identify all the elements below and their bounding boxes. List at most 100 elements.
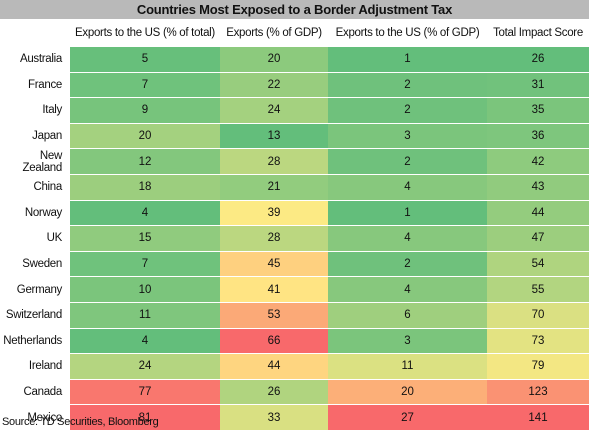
heat-cell: 24 bbox=[70, 353, 220, 380]
header-row: Exports to the US (% of total) Exports (… bbox=[0, 19, 589, 47]
country-label: Italy bbox=[0, 97, 70, 124]
heat-cell: 11 bbox=[70, 301, 220, 329]
heat-cell: 39 bbox=[220, 199, 328, 227]
heat-cell: 4 bbox=[328, 276, 487, 303]
table-row: Canada 77 26 20 123 bbox=[0, 378, 589, 406]
heat-cell: 20 bbox=[220, 46, 328, 73]
heat-cell: 1 bbox=[328, 46, 487, 73]
heat-cell: 77 bbox=[70, 378, 220, 406]
source-note: Source: TD Securities, Bloomberg bbox=[2, 416, 159, 428]
heat-cell: 6 bbox=[328, 301, 487, 329]
heat-cell: 28 bbox=[220, 225, 328, 252]
country-label: Norway bbox=[0, 200, 70, 226]
heat-cell: 33 bbox=[220, 404, 328, 431]
country-label: Netherlands bbox=[0, 328, 70, 354]
heat-cell: 70 bbox=[487, 301, 589, 329]
heat-cell: 141 bbox=[487, 404, 589, 431]
table-row: Italy 9 24 2 35 bbox=[0, 97, 589, 124]
column-header: Total Impact Score bbox=[487, 19, 589, 47]
heat-cell: 4 bbox=[328, 173, 487, 201]
heat-cell: 26 bbox=[220, 378, 328, 406]
country-label: Germany bbox=[0, 276, 70, 303]
table-row: Sweden 7 45 2 54 bbox=[0, 250, 589, 278]
heat-cell: 10 bbox=[70, 276, 220, 303]
heat-cell: 3 bbox=[328, 327, 487, 355]
heat-cell: 2 bbox=[328, 250, 487, 278]
heat-cell: 53 bbox=[220, 301, 328, 329]
heat-cell: 4 bbox=[328, 225, 487, 252]
heat-cell: 9 bbox=[70, 97, 220, 124]
heat-cell: 54 bbox=[487, 250, 589, 278]
heat-cell: 35 bbox=[487, 97, 589, 124]
heat-cell: 20 bbox=[70, 122, 220, 150]
table-title: Countries Most Exposed to a Border Adjus… bbox=[0, 0, 589, 19]
heat-cell: 2 bbox=[328, 97, 487, 124]
heat-cell: 22 bbox=[220, 71, 328, 99]
country-label: France bbox=[0, 72, 70, 98]
table-row: Germany 10 41 4 55 bbox=[0, 276, 589, 303]
heat-cell: 5 bbox=[70, 46, 220, 73]
country-label: Mexico bbox=[0, 404, 70, 431]
row-label-header bbox=[0, 19, 70, 47]
heat-cell: 31 bbox=[487, 71, 589, 99]
heat-cell: 26 bbox=[487, 46, 589, 73]
country-label: Sweden bbox=[0, 251, 70, 277]
table-row: Japan 20 13 3 36 bbox=[0, 122, 589, 150]
heat-cell: 47 bbox=[487, 225, 589, 252]
country-label: Switzerland bbox=[0, 302, 70, 329]
heat-cell: 1 bbox=[328, 199, 487, 227]
country-label: Canada bbox=[0, 379, 70, 405]
country-label: Ireland bbox=[0, 353, 70, 380]
heat-cell: 18 bbox=[70, 173, 220, 201]
table-row: Mexico 81 33 27 141 bbox=[0, 404, 589, 431]
table-row: Norway 4 39 1 44 bbox=[0, 199, 589, 227]
country-label: New Zealand bbox=[0, 148, 70, 175]
heat-cell: 43 bbox=[487, 173, 589, 201]
heat-cell: 41 bbox=[220, 276, 328, 303]
table-row: Ireland 24 44 11 79 bbox=[0, 353, 589, 380]
heat-cell: 3 bbox=[328, 122, 487, 150]
heat-cell: 15 bbox=[70, 225, 220, 252]
heatmap-table: Exports to the US (% of total) Exports (… bbox=[0, 19, 589, 431]
table-body: Australia 5 20 1 26 France 7 22 2 31 Italy 9 24 2 35 Ja… bbox=[0, 46, 589, 431]
heat-cell: 66 bbox=[220, 327, 328, 355]
heat-cell: 21 bbox=[220, 173, 328, 201]
heat-cell: 12 bbox=[70, 148, 220, 175]
heat-cell: 44 bbox=[220, 353, 328, 380]
country-label: UK bbox=[0, 225, 70, 252]
table-row: New Zealand 12 28 2 42 bbox=[0, 148, 589, 175]
country-label: China bbox=[0, 174, 70, 201]
heat-cell: 44 bbox=[487, 199, 589, 227]
heat-cell: 27 bbox=[328, 404, 487, 431]
heat-cell: 7 bbox=[70, 71, 220, 99]
heat-cell: 79 bbox=[487, 353, 589, 380]
heat-cell: 4 bbox=[70, 327, 220, 355]
column-header: Exports to the US (% of total) bbox=[70, 19, 220, 47]
table-row: Switzerland 11 53 6 70 bbox=[0, 301, 589, 329]
heat-cell: 28 bbox=[220, 148, 328, 175]
heat-cell: 11 bbox=[328, 353, 487, 380]
heat-cell: 45 bbox=[220, 250, 328, 278]
table-row: France 7 22 2 31 bbox=[0, 71, 589, 99]
heat-cell: 2 bbox=[328, 148, 487, 175]
heat-cell: 42 bbox=[487, 148, 589, 175]
table-row: China 18 21 4 43 bbox=[0, 173, 589, 201]
heat-cell: 73 bbox=[487, 327, 589, 355]
column-header: Exports to the US (% of GDP) bbox=[328, 19, 487, 47]
table-row: Netherlands 4 66 3 73 bbox=[0, 327, 589, 355]
column-header: Exports (% of GDP) bbox=[220, 19, 328, 47]
table-row: Australia 5 20 1 26 bbox=[0, 46, 589, 73]
heat-cell: 20 bbox=[328, 378, 487, 406]
heat-cell: 36 bbox=[487, 122, 589, 150]
heat-cell: 55 bbox=[487, 276, 589, 303]
heat-cell: 2 bbox=[328, 71, 487, 99]
country-label: Japan bbox=[0, 123, 70, 149]
heat-cell: 4 bbox=[70, 199, 220, 227]
heat-cell: 81 bbox=[70, 404, 220, 431]
heat-cell: 7 bbox=[70, 250, 220, 278]
table-row: UK 15 28 4 47 bbox=[0, 225, 589, 252]
heat-cell: 13 bbox=[220, 122, 328, 150]
heat-cell: 123 bbox=[487, 378, 589, 406]
heat-cell: 24 bbox=[220, 97, 328, 124]
